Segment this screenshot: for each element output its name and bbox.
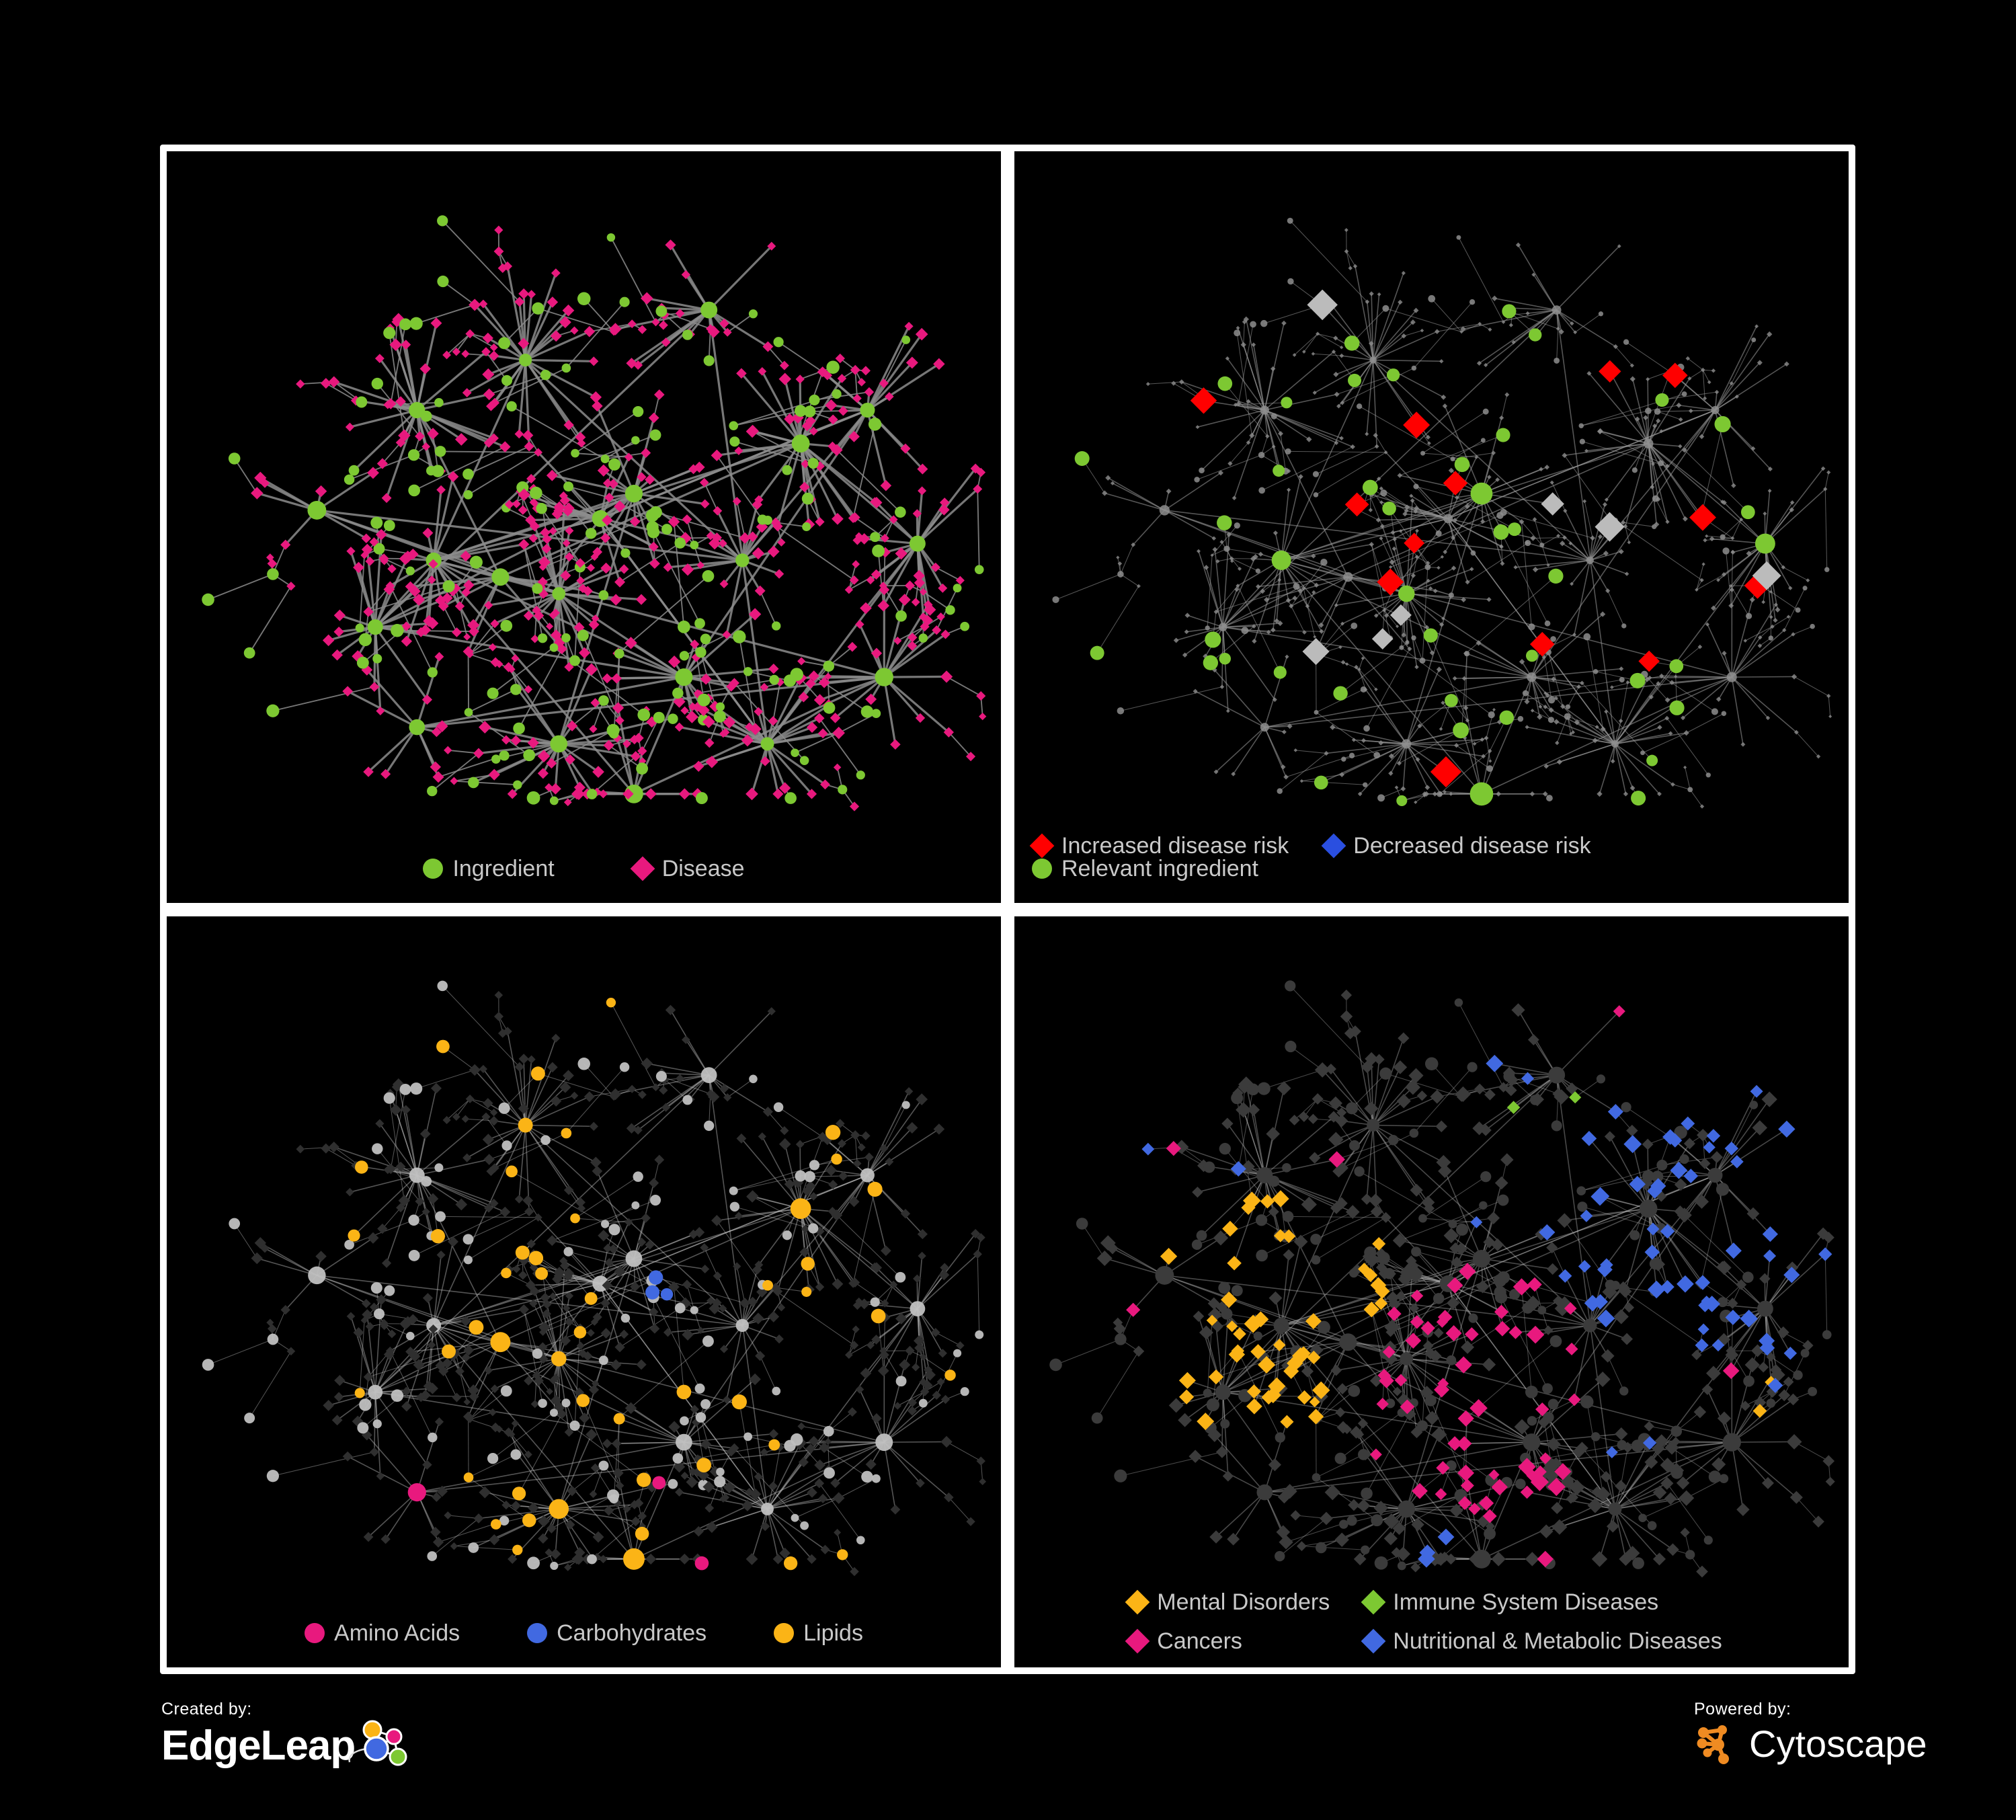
panel-nutrient-classes[interactable]: Amino Acids Carbohydrates Lipids (167, 916, 1001, 1668)
network-svg-1 (202, 215, 987, 812)
figure-footer: Created by: EdgeLeap Powered by: (0, 1688, 2016, 1815)
network-canvas-disease-risk[interactable] (1014, 151, 1849, 903)
cytoscape-branding[interactable]: Powered by: (1694, 1700, 1927, 1766)
network-svg-2 (1052, 217, 1832, 809)
edgeleap-logo: EdgeLeap (161, 1720, 419, 1770)
edgeleap-branding[interactable]: Created by: EdgeLeap (161, 1700, 419, 1770)
network-canvas-ingredient-disease[interactable] (167, 151, 1001, 903)
network-svg-3 (202, 980, 987, 1576)
created-by-label: Created by: (161, 1700, 252, 1718)
panel-disease-risk[interactable]: Increased disease risk Decreased disease… (1014, 151, 1849, 903)
edgeleap-network-icon (348, 1720, 407, 1766)
panel-ingredient-disease[interactable]: Ingredient Disease (167, 151, 1001, 903)
panel-disease-classes[interactable]: Mental Disorders Immune System Diseases … (1014, 916, 1849, 1668)
network-canvas-nutrient-classes[interactable] (167, 916, 1001, 1668)
cytoscape-logo: Cytoscape (1694, 1722, 1927, 1766)
edgeleap-wordmark: EdgeLeap (161, 1723, 356, 1769)
cytoscape-network-icon (1697, 1725, 1729, 1764)
powered-by-label: Powered by: (1694, 1700, 1791, 1718)
cytoscape-wordmark: Cytoscape (1749, 1723, 1927, 1765)
network-canvas-disease-classes[interactable] (1014, 916, 1849, 1668)
panel-grid: Ingredient Disease Increased diseas (160, 145, 1855, 1674)
network-svg-4 (1049, 980, 1835, 1577)
